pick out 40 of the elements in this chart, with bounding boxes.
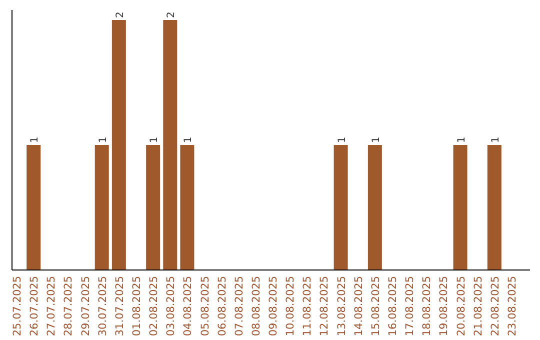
data-label: 2 xyxy=(114,12,126,18)
x-tick-label: 30.07.2025 xyxy=(96,276,109,336)
x-tick-label: 08.08.2025 xyxy=(250,276,262,336)
x-tick-label: 15.08.2025 xyxy=(370,276,382,336)
data-label: 1 xyxy=(456,136,468,143)
x-tick-label: 13.08.2025 xyxy=(336,276,348,336)
x-tick-label: 18.08.2025 xyxy=(421,276,434,336)
data-label: 2 xyxy=(166,12,178,18)
x-tick-label: 11.08.2025 xyxy=(302,276,314,336)
x-tick-label: 19.08.2025 xyxy=(438,276,450,336)
x-tick-label: 20.08.2025 xyxy=(455,276,468,336)
x-tick-label: 06.08.2025 xyxy=(216,276,228,336)
x-tick-label: 17.08.2025 xyxy=(404,276,416,336)
data-label: 1 xyxy=(149,136,160,143)
x-tick-label: 29.07.2025 xyxy=(80,276,92,336)
x-tick-label: 01.08.2025 xyxy=(131,276,143,336)
x-tick-label: 07.08.2025 xyxy=(233,276,246,336)
data-label: 1 xyxy=(98,136,109,143)
x-tick-label: 16.08.2025 xyxy=(387,276,399,336)
x-tick-label: 22.08.2025 xyxy=(489,276,502,336)
x-tick-label: 27.07.2025 xyxy=(46,276,58,336)
x-tick-label: 12.08.2025 xyxy=(318,276,331,336)
x-tick-label: 05.08.2025 xyxy=(199,276,212,336)
data-label: 1 xyxy=(490,136,502,143)
x-tick-label: 26.07.2025 xyxy=(28,276,41,336)
x-tick-label: 31.07.2025 xyxy=(114,276,126,336)
x-tick-label: 03.08.2025 xyxy=(165,276,178,336)
data-label: 1 xyxy=(336,136,348,143)
x-tick-label: 14.08.2025 xyxy=(352,276,365,336)
x-tick-label: 21.08.2025 xyxy=(472,276,484,336)
x-tick-label: 23.08.2025 xyxy=(506,276,518,336)
x-tick-label: 09.08.2025 xyxy=(268,276,280,336)
x-tick-label: 28.07.2025 xyxy=(62,276,75,336)
x-tick-label: 25.07.2025 xyxy=(12,276,24,336)
data-label: 1 xyxy=(30,136,41,143)
data-label: 1 xyxy=(183,136,194,143)
x-tick-label: 10.08.2025 xyxy=(284,276,297,336)
data-label: 1 xyxy=(370,136,382,143)
x-tick-label: 04.08.2025 xyxy=(182,276,194,336)
x-tick-label: 02.08.2025 xyxy=(148,276,160,336)
